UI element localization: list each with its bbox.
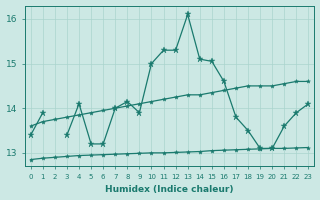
X-axis label: Humidex (Indice chaleur): Humidex (Indice chaleur) [105,185,234,194]
